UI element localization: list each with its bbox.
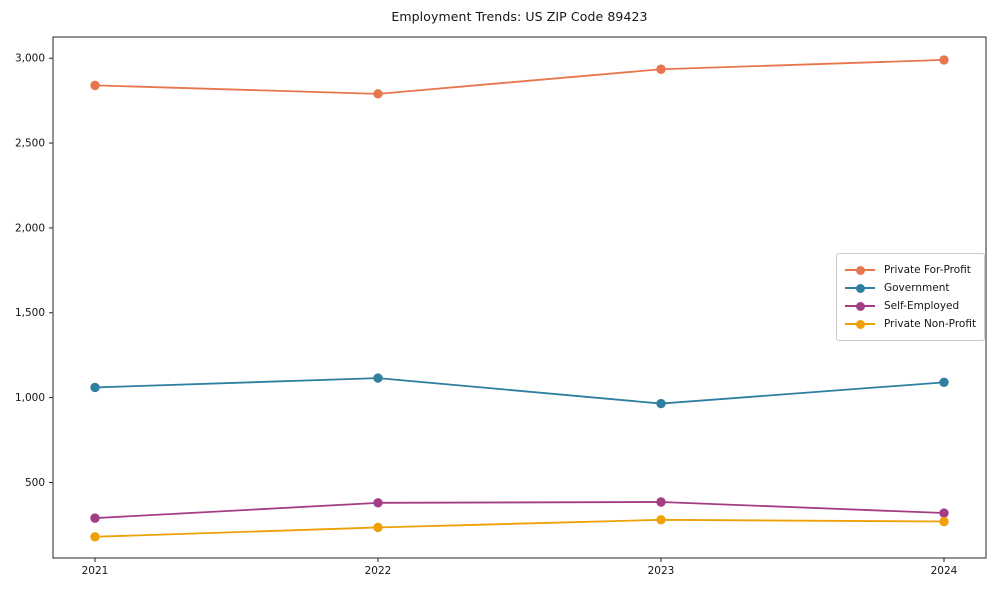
chart-title: Employment Trends: US ZIP Code 89423 <box>391 9 648 24</box>
data-point-marker <box>939 55 949 65</box>
data-point-marker <box>90 513 100 523</box>
y-tick-label: 2,500 <box>15 138 45 150</box>
data-point-marker <box>373 498 383 508</box>
data-point-marker <box>373 373 383 383</box>
legend-label: Private For-Profit <box>884 264 971 276</box>
legend-line-marker-icon <box>845 264 875 276</box>
x-tick-label: 2022 <box>365 565 392 577</box>
y-tick-label: 1,000 <box>15 392 45 404</box>
y-tick-label: 1,500 <box>15 307 45 319</box>
series-path <box>94 377 945 405</box>
legend-label: Government <box>884 282 950 294</box>
legend-item-government: Government <box>845 279 976 297</box>
x-axis: 2021 2022 2023 2024 <box>82 558 958 577</box>
data-point-marker <box>656 64 666 74</box>
x-tick-label: 2023 <box>648 565 675 577</box>
legend-item-private-non-profit: Private Non-Profit <box>845 315 976 333</box>
data-point-marker <box>939 508 949 518</box>
legend-line-marker-icon <box>845 318 875 330</box>
data-point-marker <box>939 516 949 527</box>
series-path <box>94 518 945 538</box>
data-point-marker <box>90 532 100 542</box>
plot-frame <box>52 36 987 559</box>
data-point-marker <box>656 515 666 525</box>
series-line-government <box>90 373 949 409</box>
y-tick-label: 3,000 <box>15 53 45 65</box>
data-point-marker <box>373 522 383 533</box>
legend-item-self-employed: Self-Employed <box>845 297 976 315</box>
data-point-marker <box>656 497 666 507</box>
series-line-private-for-profit <box>90 55 949 99</box>
x-tick-label: 2024 <box>931 565 958 577</box>
series-path <box>94 59 945 95</box>
data-point-marker <box>656 398 666 409</box>
data-point-marker <box>373 89 383 99</box>
legend-line-marker-icon <box>845 282 875 294</box>
legend-line-marker-icon <box>845 300 875 312</box>
y-tick-label: 500 <box>25 477 45 489</box>
data-point-marker <box>90 382 100 393</box>
legend-label: Self-Employed <box>884 300 960 312</box>
data-point-marker <box>90 80 100 91</box>
data-point-marker <box>939 377 949 388</box>
y-tick-label: 2,000 <box>15 222 45 234</box>
series-line-self-employed <box>90 497 949 523</box>
x-tick-label: 2021 <box>82 565 109 577</box>
legend: Private For-Profit Government Self-Employe… <box>836 253 986 341</box>
series-line-private-non-profit <box>90 515 949 542</box>
legend-item-private-for-profit: Private For-Profit <box>845 261 976 279</box>
legend-label: Private Non-Profit <box>884 318 977 330</box>
series-path <box>94 501 945 520</box>
y-axis: 500 1,000 1,500 2,000 2,500 3,000 <box>15 53 53 489</box>
